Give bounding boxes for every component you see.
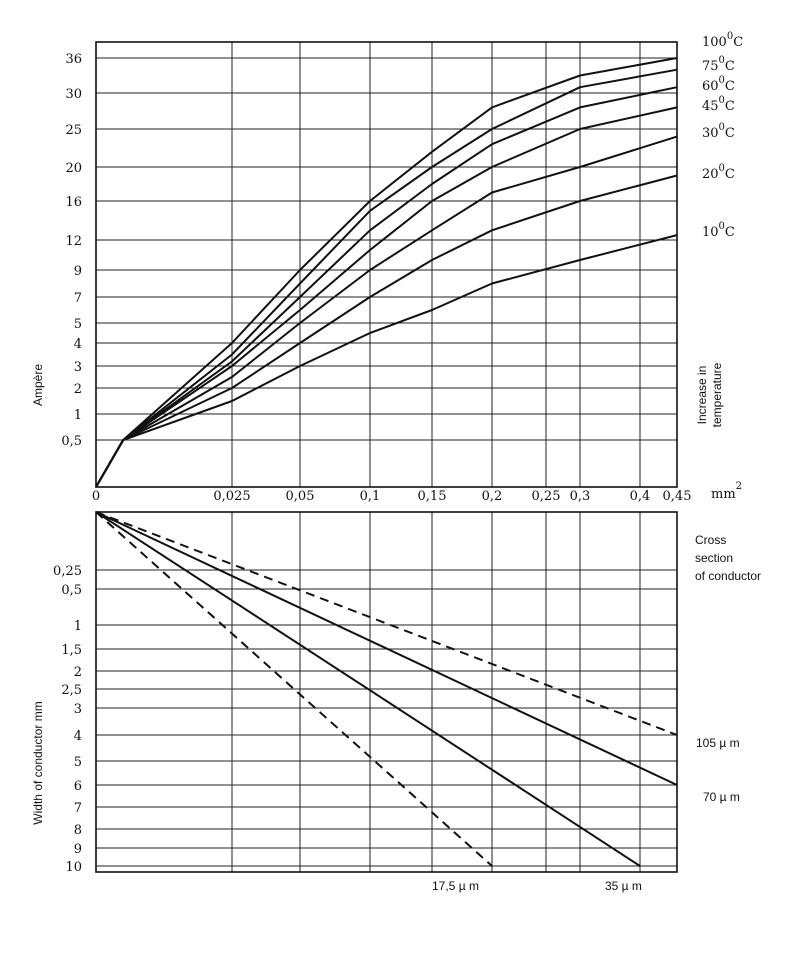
lower-y-tick-label-12: 9 — [74, 842, 82, 857]
upper-y-tick-label-3: 3 — [74, 360, 82, 375]
upper-series-line-2 — [95, 86, 678, 488]
x-unit-label: mm2 — [711, 481, 742, 502]
lower-plot-frame — [95, 511, 678, 873]
upper-y-tick-label-7: 9 — [74, 264, 82, 279]
thickness-label-105: 105 µ m — [696, 736, 740, 750]
upper-y-tick-label-6: 7 — [74, 291, 82, 306]
temp-series-label-4: 300C — [702, 122, 735, 141]
x-tick-label-3: 0,1 — [360, 489, 381, 504]
lower-y-tick-label-2: 1 — [74, 619, 82, 634]
temp-series-label-5: 200C — [702, 163, 735, 182]
lower-y-tick-label-13: 10 — [65, 860, 82, 875]
temp-series-label-2: 600C — [702, 75, 735, 94]
lower-y-tick-label-8: 5 — [74, 755, 82, 770]
lower-series-line-0 — [95, 511, 678, 736]
upper-y-tick-label-5: 5 — [74, 317, 82, 332]
x-tick-label-4: 0,15 — [418, 489, 447, 504]
upper-y-tick-label-8: 12 — [65, 234, 82, 249]
lower-y-tick-label-1: 0,5 — [61, 583, 82, 598]
x-tick-label-9: 0,45 — [663, 489, 692, 504]
thickness-label-17-5: 17,5 µ m — [432, 879, 479, 893]
lower-y-tick-label-3: 1,5 — [61, 643, 82, 658]
upper-plot-frame — [95, 41, 678, 488]
x-tick-label-5: 0,2 — [482, 489, 503, 504]
temp-series-label-6: 100C — [702, 221, 735, 240]
upper-y-tick-label-11: 25 — [65, 123, 82, 138]
x-tick-label-0: 0 — [92, 489, 100, 504]
upper-y-tick-label-1: 1 — [74, 408, 82, 423]
upper-y-axis-label: Ampère — [31, 364, 45, 406]
lower-series-line-1 — [95, 511, 678, 786]
upper-y-tick-label-9: 16 — [65, 195, 82, 210]
lower-series-line-3 — [95, 511, 493, 867]
lower-y-tick-label-6: 3 — [74, 702, 82, 717]
upper-y-tick-label-13: 36 — [65, 52, 82, 67]
lower-y-tick-label-9: 6 — [74, 779, 82, 794]
cross-section-label-line1: Cross — [695, 533, 726, 547]
lower-y-tick-label-10: 7 — [74, 801, 82, 816]
upper-y-tick-label-12: 30 — [65, 87, 82, 102]
right-axis-label-line1: Increase in — [695, 366, 709, 425]
thickness-label-35: 35 µ m — [605, 879, 642, 893]
upper-series-line-4 — [95, 135, 678, 488]
temp-series-label-3: 450C — [702, 95, 735, 114]
upper-series-line-1 — [95, 68, 678, 488]
lower-y-tick-label-11: 8 — [74, 823, 82, 838]
lower-y-tick-label-5: 2,5 — [61, 683, 82, 698]
temp-series-label-1: 750C — [702, 55, 735, 74]
lower-y-tick-label-7: 4 — [74, 729, 82, 744]
x-tick-label-2: 0,05 — [286, 489, 315, 504]
upper-series-line-3 — [95, 106, 678, 488]
upper-y-tick-label-0: 0,5 — [61, 434, 82, 449]
cross-section-label-line3: of conductor — [695, 569, 761, 583]
lower-y-axis-label: Width of conductor mm — [31, 701, 45, 824]
x-tick-label-7: 0,3 — [570, 489, 591, 504]
right-axis-label-line2: temperature — [710, 362, 724, 427]
upper-y-tick-label-2: 2 — [74, 382, 82, 397]
lower-y-tick-label-4: 2 — [74, 665, 82, 680]
temp-series-label-0: 1000C — [702, 31, 743, 50]
thickness-label-70: 70 µ m — [703, 790, 740, 804]
x-tick-label-1: 0,025 — [213, 489, 250, 504]
upper-y-tick-label-4: 4 — [74, 337, 82, 352]
x-tick-label-8: 0,4 — [630, 489, 651, 504]
cross-section-label-line2: section — [695, 551, 733, 565]
upper-y-tick-label-10: 20 — [65, 161, 82, 176]
upper-series-line-5 — [95, 174, 678, 488]
upper-series-line-0 — [95, 57, 678, 488]
upper-series-line-6 — [95, 234, 678, 488]
lower-y-tick-label-0: 0,25 — [53, 564, 82, 579]
lower-series-line-2 — [95, 511, 641, 867]
x-tick-label-6: 0,25 — [532, 489, 561, 504]
